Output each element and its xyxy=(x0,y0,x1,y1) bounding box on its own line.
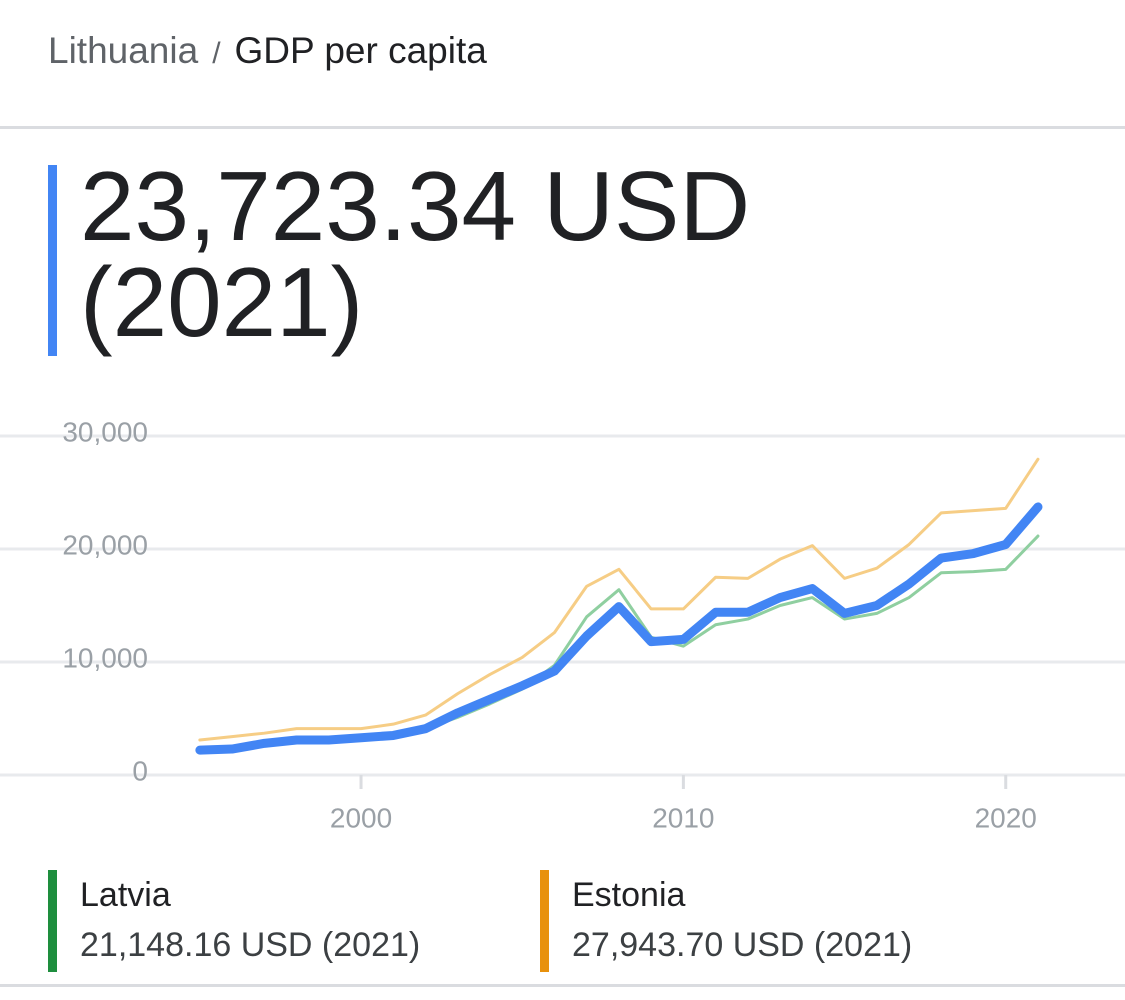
legend-entry[interactable]: Latvia 21,148.16 USD (2021) xyxy=(80,870,420,970)
y-tick-label: 0 xyxy=(132,755,148,786)
legend-value: 21,148.16 USD (2021) xyxy=(80,926,421,964)
y-tick-label: 30,000 xyxy=(62,416,148,447)
series-line xyxy=(195,502,1043,755)
y-tick-label: 20,000 xyxy=(62,529,148,560)
legend-name: Latvia xyxy=(80,876,171,914)
x-tick-label: 2010 xyxy=(652,802,714,833)
y-tick-label: 10,000 xyxy=(62,642,148,673)
legend-name: Estonia xyxy=(572,876,686,914)
country-link[interactable]: Lithuania xyxy=(48,30,199,71)
accent-bar xyxy=(48,165,57,356)
page-title: GDP per capita xyxy=(234,30,487,71)
series-line xyxy=(198,457,1040,742)
x-tick-label: 2000 xyxy=(330,802,392,833)
legend-swatch xyxy=(48,870,57,972)
x-tick-label: 2020 xyxy=(975,802,1037,833)
headline-value: 23,723.34 USD (2021) xyxy=(80,151,751,357)
legend-value: 27,943.70 USD (2021) xyxy=(572,926,913,964)
breadcrumb: Lithuania / GDP per capita xyxy=(48,30,487,72)
divider xyxy=(0,984,1125,987)
separator: / xyxy=(212,37,221,70)
legend-swatch xyxy=(540,870,549,972)
legend-entry[interactable]: Estonia 27,943.70 USD (2021) xyxy=(572,870,912,970)
divider xyxy=(0,126,1125,129)
